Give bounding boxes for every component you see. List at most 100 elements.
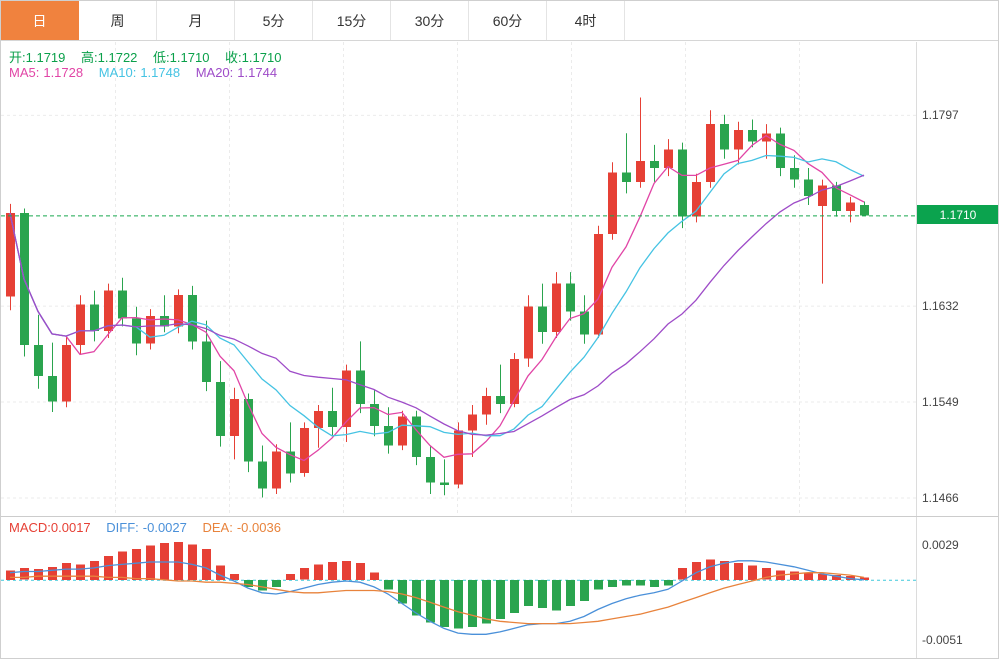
candle-body xyxy=(552,283,561,333)
candle-body xyxy=(90,304,99,331)
macd-chart-canvas[interactable] xyxy=(1,517,916,658)
candle-body xyxy=(720,124,729,150)
ma20-line xyxy=(9,174,865,436)
candle-body xyxy=(566,283,575,312)
macd-bar xyxy=(440,579,449,628)
macd-bar xyxy=(272,579,281,587)
ma20-label: MA20: xyxy=(195,65,234,80)
price-axis-tick: 1.1797 xyxy=(922,107,959,122)
macd-value: 0.0017 xyxy=(50,520,91,535)
macd-bar xyxy=(6,570,15,580)
macd-bar xyxy=(426,579,435,623)
macd-bar xyxy=(48,566,57,580)
candle-body xyxy=(776,133,785,168)
tab-month[interactable]: 月 xyxy=(157,1,235,40)
tab-day[interactable]: 日 xyxy=(1,1,79,40)
macd-bar xyxy=(566,579,575,606)
macd-label: MACD: xyxy=(9,520,51,535)
candle-body xyxy=(6,213,15,297)
macd-axis-tick: 0.0029 xyxy=(922,538,959,553)
macd-bar xyxy=(664,579,673,586)
candle-body xyxy=(370,403,379,426)
macd-bar xyxy=(258,579,267,591)
candle-body xyxy=(664,149,673,168)
high-label: 高: xyxy=(81,50,98,65)
candle-body xyxy=(272,451,281,489)
candle-body xyxy=(286,451,295,474)
open-label: 开: xyxy=(9,50,26,65)
macd-bar xyxy=(706,559,715,580)
macd-bar xyxy=(832,575,841,580)
current-price-badge: 1.1710 xyxy=(917,205,998,225)
low-label: 低: xyxy=(153,50,170,65)
macd-bar xyxy=(370,572,379,580)
candles xyxy=(6,97,869,498)
macd-histogram xyxy=(6,541,869,629)
macd-bar xyxy=(818,573,827,580)
macd-bar xyxy=(594,579,603,590)
candle-body xyxy=(244,399,253,462)
candle-body xyxy=(314,410,323,429)
macd-bar xyxy=(216,565,225,580)
candle-body xyxy=(692,181,701,217)
ma10-value: 1.1748 xyxy=(140,65,181,80)
ma5-line xyxy=(9,134,865,462)
tab-5min[interactable]: 5分 xyxy=(235,1,313,40)
candle-body xyxy=(174,295,183,327)
tab-15min[interactable]: 15分 xyxy=(313,1,391,40)
tab-4hour[interactable]: 4时 xyxy=(547,1,625,40)
macd-bar xyxy=(132,549,141,580)
macd-bar xyxy=(482,579,491,624)
candle-body xyxy=(580,311,589,335)
macd-bar xyxy=(524,579,533,606)
macd-bar xyxy=(188,544,197,580)
macd-bar xyxy=(496,579,505,619)
candle-body xyxy=(608,172,617,234)
macd-bar xyxy=(468,579,477,628)
macd-bar xyxy=(384,579,393,590)
candle-body xyxy=(482,395,491,415)
macd-bar xyxy=(62,563,71,580)
candle-body xyxy=(454,430,463,485)
macd-bar xyxy=(762,567,771,580)
macd-bar xyxy=(720,560,729,580)
macd-panel-divider xyxy=(1,516,998,517)
candle-body xyxy=(62,344,71,402)
price-chart-canvas[interactable] xyxy=(1,42,916,516)
dea-line xyxy=(10,572,865,625)
price-axis-tick: 1.1466 xyxy=(922,490,959,505)
candle-body xyxy=(678,149,687,217)
candle-body xyxy=(496,395,505,404)
open-value: 1.1719 xyxy=(25,50,66,65)
candle-body xyxy=(48,376,57,402)
candle-body xyxy=(426,457,435,483)
macd-bar xyxy=(356,563,365,580)
tab-60min[interactable]: 60分 xyxy=(469,1,547,40)
candle-body xyxy=(846,202,855,211)
ma-legend: MA5: 1.1728 MA10: 1.1748 MA20: 1.1744 xyxy=(9,65,289,80)
macd-bar xyxy=(118,551,127,580)
macd-bar xyxy=(454,579,463,629)
tab-week[interactable]: 周 xyxy=(79,1,157,40)
candle-body xyxy=(706,124,715,182)
axis-divider xyxy=(916,42,917,658)
candle-body xyxy=(202,341,211,382)
candle-body xyxy=(804,179,813,196)
candle-body xyxy=(860,205,869,216)
candle-body xyxy=(762,133,771,142)
candle-body xyxy=(34,344,43,377)
ma20-value: 1.1744 xyxy=(237,65,278,80)
candle-body xyxy=(118,290,127,319)
macd-bar xyxy=(734,563,743,580)
macd-bar xyxy=(650,579,659,587)
macd-bar xyxy=(678,567,687,580)
diff-line xyxy=(9,560,865,635)
macd-bar xyxy=(342,560,351,580)
candle-body xyxy=(440,482,449,485)
macd-bar xyxy=(622,579,631,586)
macd-bar xyxy=(76,564,85,580)
tab-30min[interactable]: 30分 xyxy=(391,1,469,40)
macd-bar xyxy=(230,573,239,580)
dea-value: -0.0036 xyxy=(236,520,281,535)
